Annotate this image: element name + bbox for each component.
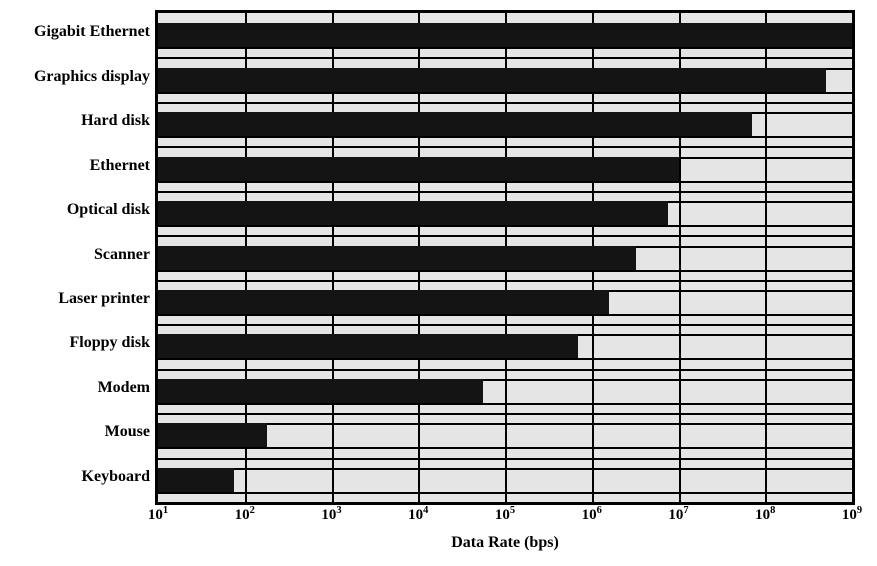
x-axis-label: Data Rate (bps) xyxy=(155,534,855,552)
y-axis-category-label: Ethernet xyxy=(90,157,150,175)
bar xyxy=(158,290,609,314)
x-axis-ticks: 101102103104105106107108109 xyxy=(155,505,855,535)
y-axis-category-label: Floppy disk xyxy=(70,334,150,352)
grid-horizontal xyxy=(158,191,852,193)
y-axis-category-label: Keyboard xyxy=(82,468,150,486)
y-axis-category-label: Optical disk xyxy=(67,201,150,219)
y-axis-category-label: Scanner xyxy=(94,246,150,264)
grid-horizontal xyxy=(158,458,852,460)
grid-horizontal xyxy=(158,136,852,138)
x-axis-tick-label: 104 xyxy=(408,505,428,524)
grid-horizontal xyxy=(158,146,852,148)
y-axis-category-label: Gigabit Ethernet xyxy=(34,23,150,41)
grid-horizontal xyxy=(158,57,852,59)
bar xyxy=(158,201,668,225)
x-axis-tick-label: 107 xyxy=(668,505,688,524)
bar xyxy=(158,68,826,92)
bar xyxy=(158,246,636,270)
x-axis-tick-label: 106 xyxy=(582,505,602,524)
grid-horizontal xyxy=(158,314,852,316)
y-axis-category-label: Modem xyxy=(98,379,150,397)
bar xyxy=(158,379,483,403)
y-axis-category-label: Graphics display xyxy=(34,68,150,86)
x-axis-tick-label: 105 xyxy=(495,505,515,524)
grid-horizontal xyxy=(158,225,852,227)
x-axis-tick-label: 103 xyxy=(321,505,341,524)
bar xyxy=(158,157,679,181)
x-axis-tick-label: 102 xyxy=(235,505,255,524)
y-axis-category-label: Mouse xyxy=(105,423,150,441)
bar xyxy=(158,468,234,492)
grid-horizontal xyxy=(158,468,852,470)
x-axis-tick-label: 108 xyxy=(755,505,775,524)
grid-horizontal xyxy=(158,358,852,360)
y-axis-labels: Gigabit Ethernet Graphics display Hard dis… xyxy=(0,10,155,505)
grid-horizontal xyxy=(158,92,852,94)
grid-horizontal xyxy=(158,270,852,272)
y-axis-category-label: Hard disk xyxy=(81,112,150,130)
grid-horizontal xyxy=(158,102,852,104)
grid-horizontal xyxy=(158,47,852,49)
grid-horizontal xyxy=(158,413,852,415)
bar xyxy=(158,423,267,447)
bar xyxy=(158,112,752,136)
data-rate-chart: Gigabit Ethernet Graphics display Hard dis… xyxy=(0,0,877,566)
grid-horizontal xyxy=(158,181,852,183)
grid-horizontal xyxy=(158,447,852,449)
grid-horizontal xyxy=(158,403,852,405)
plot-area xyxy=(155,10,855,505)
grid-horizontal xyxy=(158,492,852,494)
y-axis-category-label: Laser printer xyxy=(58,290,150,308)
bar xyxy=(158,334,578,358)
grid-horizontal xyxy=(158,324,852,326)
grid-horizontal xyxy=(158,235,852,237)
x-axis-tick-label: 109 xyxy=(842,505,862,524)
bar xyxy=(158,23,852,47)
grid-horizontal xyxy=(158,280,852,282)
x-axis-tick-label: 101 xyxy=(148,505,168,524)
grid-horizontal xyxy=(158,369,852,371)
